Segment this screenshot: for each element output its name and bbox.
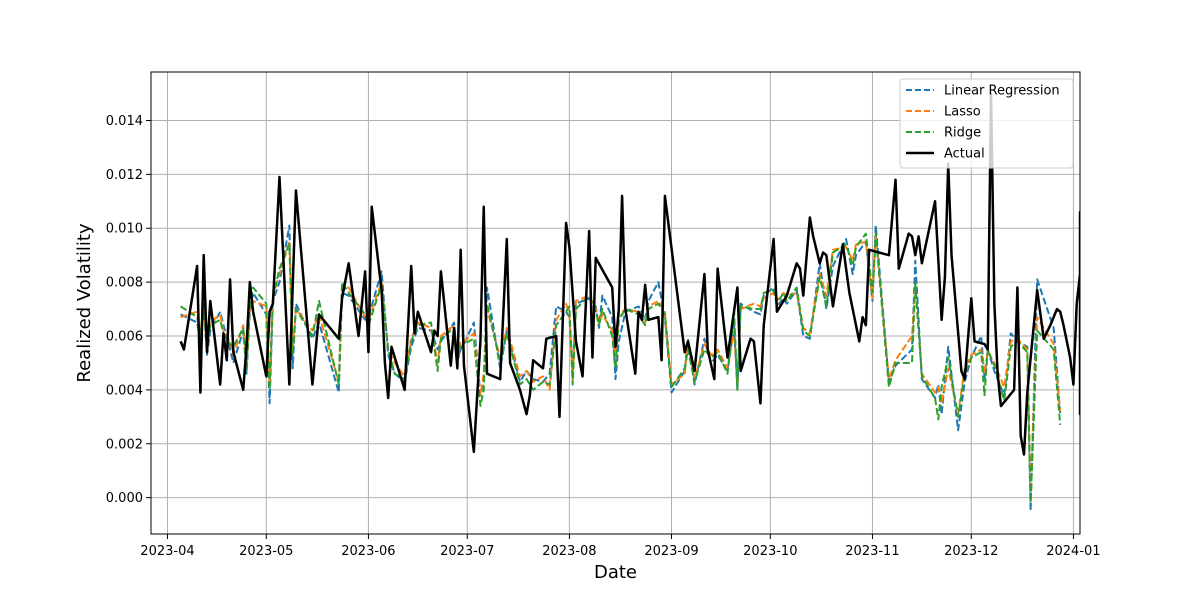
y-tick-label: 0.004 [106, 383, 143, 398]
series-line-ridge [180, 232, 1062, 505]
x-axis-label: Date [594, 562, 637, 583]
y-tick-label: 0.000 [106, 491, 143, 506]
legend-label: Actual [944, 147, 985, 162]
y-tick-label: 0.012 [106, 168, 143, 183]
x-tick-label: 2023-07 [440, 544, 494, 559]
series-layer [179, 92, 1080, 513]
legend-label: Lasso [944, 105, 981, 120]
x-tick-label: 2023-12 [944, 544, 998, 559]
y-tick-label: 0.010 [106, 222, 143, 237]
x-tick-label: 2023-09 [644, 544, 698, 559]
x-tick-label: 2023-10 [743, 544, 797, 559]
legend-label: Linear Regression [944, 84, 1060, 99]
legend-label: Ridge [944, 126, 981, 141]
x-tick-label: 2023-05 [239, 544, 293, 559]
y-axis: 0.000 0.002 0.004 0.006 0.008 0.010 0.012 0.014 [106, 114, 151, 506]
y-tick-label: 0.002 [106, 437, 143, 452]
x-tick-label: 2023-08 [542, 544, 596, 559]
y-tick-label: 0.006 [106, 330, 143, 345]
plot-frame [150, 71, 1081, 535]
y-tick-label: 0.008 [106, 276, 143, 291]
x-tick-label: 2023-04 [140, 544, 194, 559]
x-tick-label: 2023-11 [845, 544, 899, 559]
legend-box [899, 78, 1074, 169]
y-axis-label: Realized Volatility [74, 223, 95, 383]
x-tick-label: 2024-01 [1046, 544, 1100, 559]
series-line-actual [179, 92, 1080, 456]
y-tick-label: 0.014 [106, 114, 143, 129]
x-axis: 2023-04 2023-05 2023-06 2023-07 2023-08 2023-… [140, 534, 1101, 559]
x-tick-label: 2023-06 [341, 544, 395, 559]
legend: Linear Regression Lasso Ridge Actual [899, 78, 1074, 169]
